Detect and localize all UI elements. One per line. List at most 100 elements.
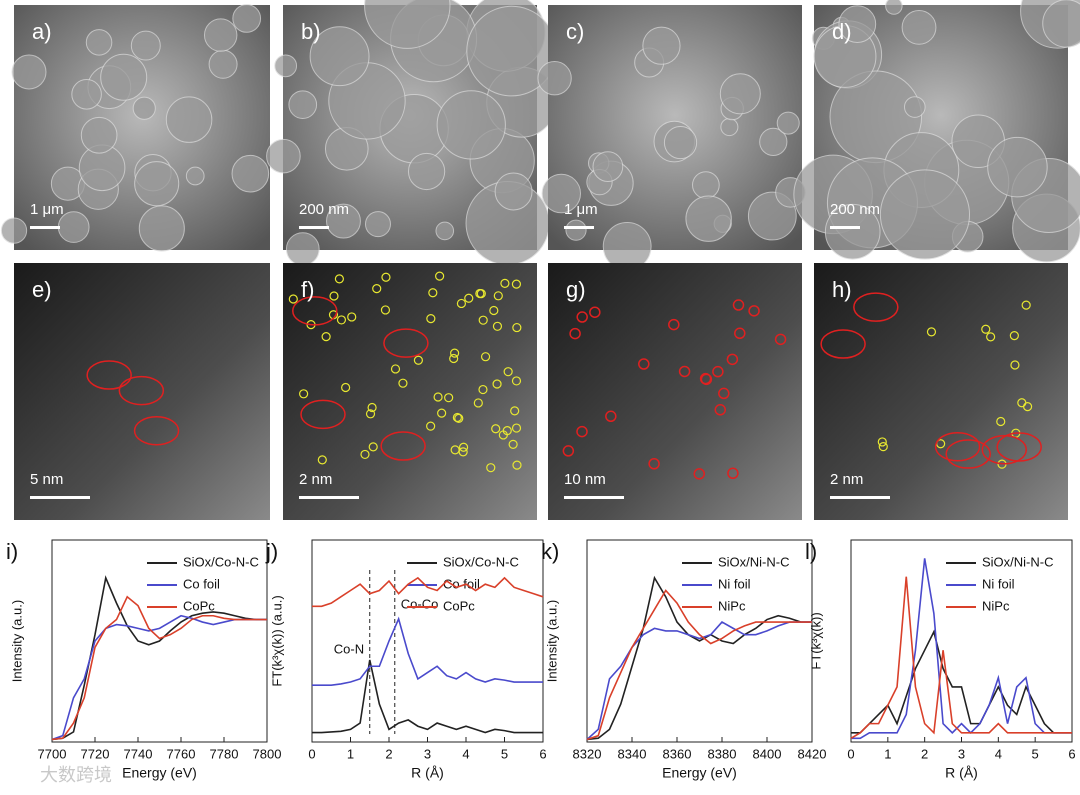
cluster-marker — [605, 410, 617, 423]
single-atom-marker — [437, 408, 447, 418]
single-atom-marker — [996, 416, 1006, 427]
particle — [592, 151, 624, 182]
single-atom-marker — [329, 291, 339, 301]
single-atom-marker — [288, 294, 298, 304]
panel-label: b) — [301, 19, 321, 44]
line-series — [586, 575, 812, 741]
scale-bar — [564, 226, 594, 229]
particle — [838, 5, 877, 43]
particle — [719, 73, 761, 115]
panel-label: a) — [32, 19, 52, 44]
y-axis-label: Intensity (a.u.) — [9, 600, 24, 682]
cluster-marker — [732, 299, 745, 311]
panel-label: l) — [805, 539, 817, 564]
scale-bar — [830, 226, 860, 229]
particle — [134, 161, 180, 207]
panel-label: g) — [566, 277, 586, 302]
legend-label: Ni foil — [982, 576, 1015, 591]
x-tick-label: 8320 — [573, 746, 602, 761]
single-atom-marker — [426, 421, 436, 431]
cluster-marker — [774, 333, 787, 346]
single-atom-marker — [476, 289, 486, 299]
plot-frame — [586, 539, 813, 743]
x-axis-label: R (Å) — [945, 765, 978, 781]
single-atom-marker — [508, 439, 518, 449]
panel-label: e) — [32, 277, 52, 302]
particle — [885, 0, 903, 15]
particle — [232, 4, 262, 33]
single-atom-marker — [511, 279, 522, 289]
cluster-marker — [727, 467, 739, 480]
line-series — [51, 595, 267, 741]
legend-label: NiPc — [718, 598, 746, 613]
x-tick-label: 7760 — [167, 746, 196, 761]
particle — [494, 172, 533, 211]
line-series — [851, 558, 1072, 740]
single-atom-marker — [1010, 360, 1020, 370]
single-atom-marker — [878, 442, 888, 452]
particle — [903, 96, 926, 118]
single-atom-marker — [503, 367, 513, 377]
single-atom-marker — [492, 379, 502, 389]
x-tick-label: 4 — [995, 746, 1002, 761]
particle — [285, 232, 320, 266]
particle — [364, 211, 391, 238]
line-series — [312, 576, 544, 608]
particle — [274, 54, 298, 78]
panel-label: j) — [265, 539, 278, 564]
line-series — [586, 589, 812, 741]
single-atom-marker — [336, 315, 347, 325]
x-axis-label: Energy (eV) — [122, 765, 197, 781]
single-atom-marker — [380, 305, 391, 315]
x-tick-label: 1 — [884, 746, 891, 761]
particle — [541, 173, 582, 214]
single-atom-marker — [372, 284, 382, 294]
x-tick-label: 8340 — [618, 746, 647, 761]
scale-bar — [30, 496, 90, 499]
panel-label: k) — [541, 539, 559, 564]
scale-bar-label: 1 μm — [30, 201, 64, 218]
particle — [685, 195, 732, 242]
particle — [231, 154, 270, 193]
single-atom-marker — [512, 460, 522, 470]
y-axis-label: FT(k³χ(k)) (a.u.) — [269, 595, 284, 686]
cluster-marker — [699, 372, 712, 385]
particle — [776, 111, 800, 135]
x-tick-label: 5 — [1032, 746, 1039, 761]
x-axis-label: Energy (eV) — [662, 765, 737, 781]
x-tick-label: 8400 — [753, 746, 782, 761]
particle — [692, 171, 720, 199]
single-atom-marker — [877, 437, 887, 447]
x-tick-label: 7720 — [81, 746, 110, 761]
particle — [0, 217, 28, 244]
scale-bar-label: 1 μm — [564, 201, 598, 218]
single-atom-marker — [341, 382, 351, 393]
single-atom-marker — [450, 348, 460, 358]
single-atom-marker — [473, 398, 483, 408]
scale-bar-label: 2 nm — [830, 471, 863, 488]
particle — [132, 96, 156, 120]
panel-label: i) — [6, 539, 18, 564]
legend-label: NiPc — [982, 598, 1010, 613]
cluster-marker — [562, 445, 575, 457]
particle — [80, 116, 118, 154]
x-tick-label: 7740 — [124, 746, 153, 761]
particle — [185, 166, 205, 186]
legend-label: SiOx/Co-N-C — [443, 554, 519, 569]
single-atom-marker — [512, 322, 522, 333]
scale-bar — [299, 496, 359, 499]
particle — [824, 203, 881, 260]
single-atom-marker — [986, 332, 996, 342]
particle — [208, 49, 238, 79]
line-series — [312, 659, 543, 734]
annotation: Co-N — [334, 641, 364, 656]
single-atom-marker — [1009, 331, 1019, 341]
cluster-marker — [981, 434, 1028, 465]
legend-label: SiOx/Ni-N-C — [718, 554, 790, 569]
cluster-marker — [118, 375, 165, 406]
particle — [407, 152, 446, 191]
cluster-marker — [576, 425, 588, 438]
scale-bar — [564, 496, 624, 499]
cluster-marker — [934, 431, 981, 462]
particle — [266, 138, 301, 174]
